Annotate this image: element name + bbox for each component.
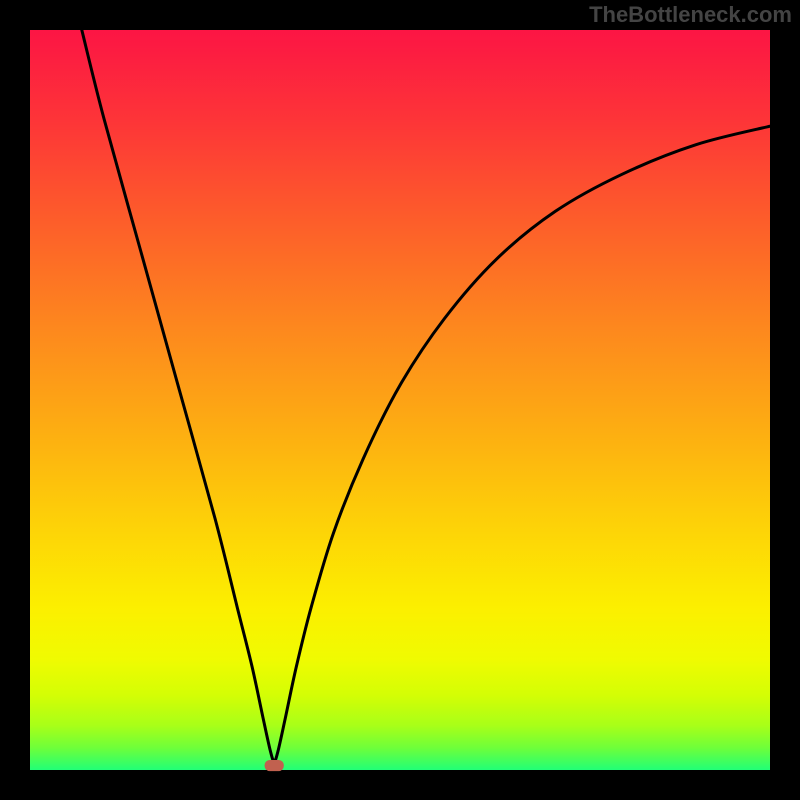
bottleneck-curve-chart	[0, 0, 800, 800]
minimum-marker	[265, 760, 284, 771]
plot-background-gradient	[30, 30, 770, 770]
watermark-text: TheBottleneck.com	[589, 2, 792, 28]
chart-container: { "watermark": { "text": "TheBottleneck.…	[0, 0, 800, 800]
